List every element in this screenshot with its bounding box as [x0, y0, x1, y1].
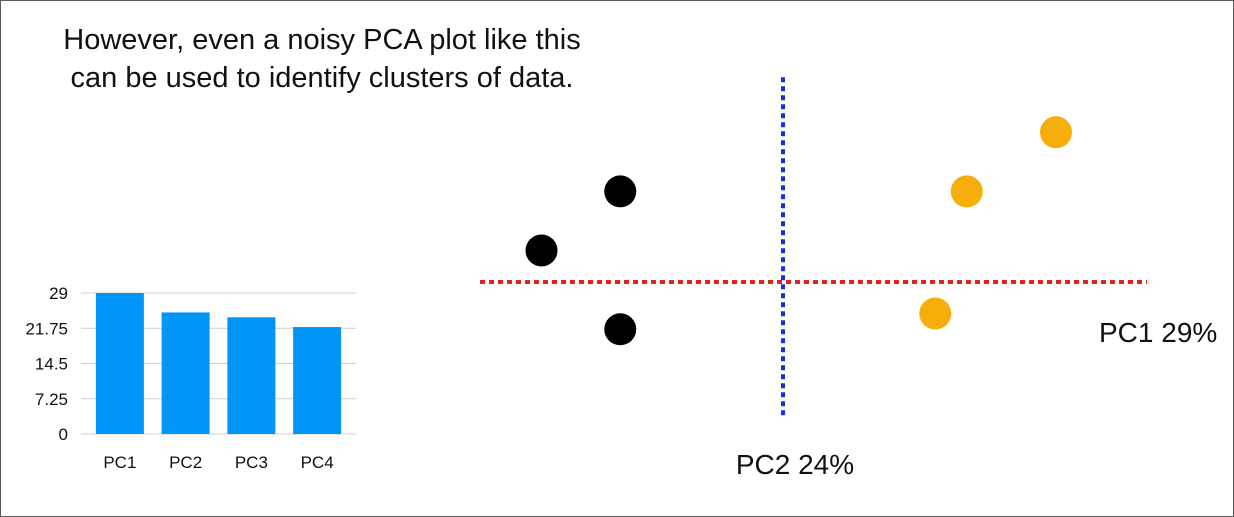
y-tick-label: 21.75: [25, 319, 68, 338]
cluster-a-point: [525, 234, 558, 267]
cluster-b-point: [1040, 116, 1072, 149]
bar-pc2: [161, 312, 210, 434]
bar-pc3: [227, 317, 276, 434]
y-tick-label: 14.5: [35, 355, 68, 374]
y-tick-label: 7.25: [35, 390, 68, 409]
x-tick-label: PC4: [301, 453, 334, 472]
cluster-a-point: [604, 175, 637, 208]
headline-line-1: However, even a noisy PCA plot like this: [63, 24, 581, 56]
slide-headline: However, even a noisy PCA plot like this…: [1, 21, 643, 97]
x-tick-label: PC3: [235, 453, 268, 472]
y-tick-label: 0: [59, 425, 68, 444]
cluster-b-point: [950, 175, 983, 208]
bar-pc4: [293, 327, 342, 434]
headline-line-2: can be used to identify clusters of data…: [70, 62, 574, 94]
bar-pc1: [95, 293, 144, 434]
pc2-axis-label: PC2 24%: [736, 449, 854, 480]
y-tick-label: 29: [49, 284, 68, 303]
cluster-b-point: [919, 297, 952, 330]
x-tick-label: PC1: [103, 453, 136, 472]
pc1-axis-label: PC1 29%: [1099, 317, 1217, 348]
x-tick-label: PC2: [169, 453, 202, 472]
cluster-a-point: [604, 313, 637, 346]
